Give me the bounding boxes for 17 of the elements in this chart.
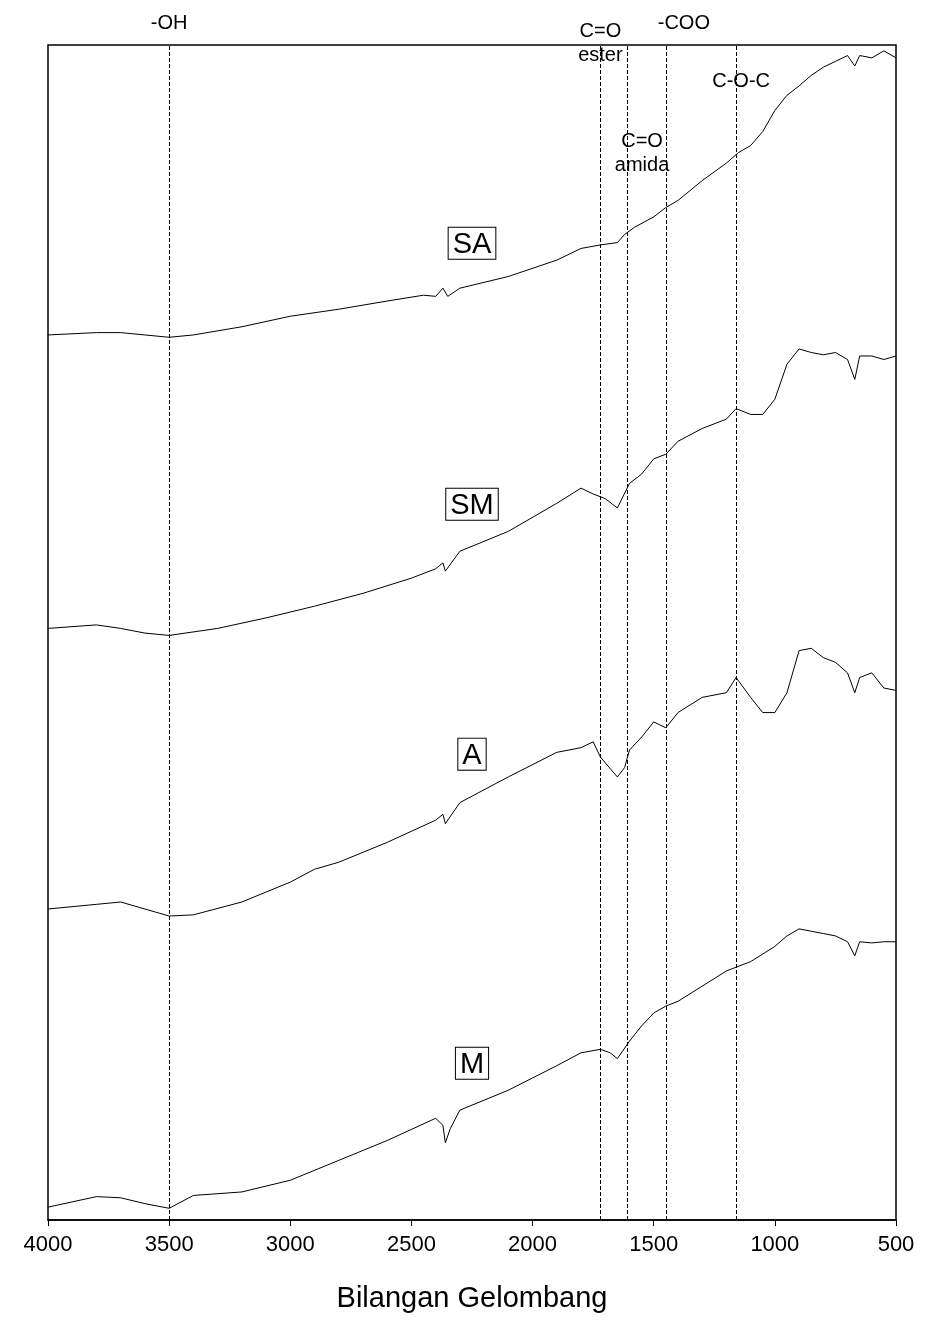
x-axis-title: Bilangan Gelombang bbox=[336, 1280, 608, 1313]
x-tick-label: 2000 bbox=[508, 1230, 558, 1256]
ref-line-label: -OH bbox=[150, 11, 188, 33]
series-label: M bbox=[459, 1047, 485, 1080]
series-label: A bbox=[462, 738, 483, 771]
x-tick-label: 3000 bbox=[265, 1230, 315, 1256]
x-tick-label: 1000 bbox=[750, 1230, 800, 1256]
ref-line-label: C=O ester bbox=[578, 19, 623, 65]
x-tick-label: 2500 bbox=[386, 1230, 436, 1256]
series-label: SM bbox=[450, 488, 494, 521]
ref-line-label: C-O-C bbox=[712, 69, 770, 91]
x-tick-label: 3500 bbox=[144, 1230, 194, 1256]
x-tick-label: 4000 bbox=[23, 1230, 73, 1256]
ref-line-label: -COO bbox=[657, 11, 710, 33]
x-tick-label: 1500 bbox=[629, 1230, 679, 1256]
x-tick-label: 500 bbox=[877, 1230, 915, 1256]
series-label: SA bbox=[452, 227, 492, 260]
